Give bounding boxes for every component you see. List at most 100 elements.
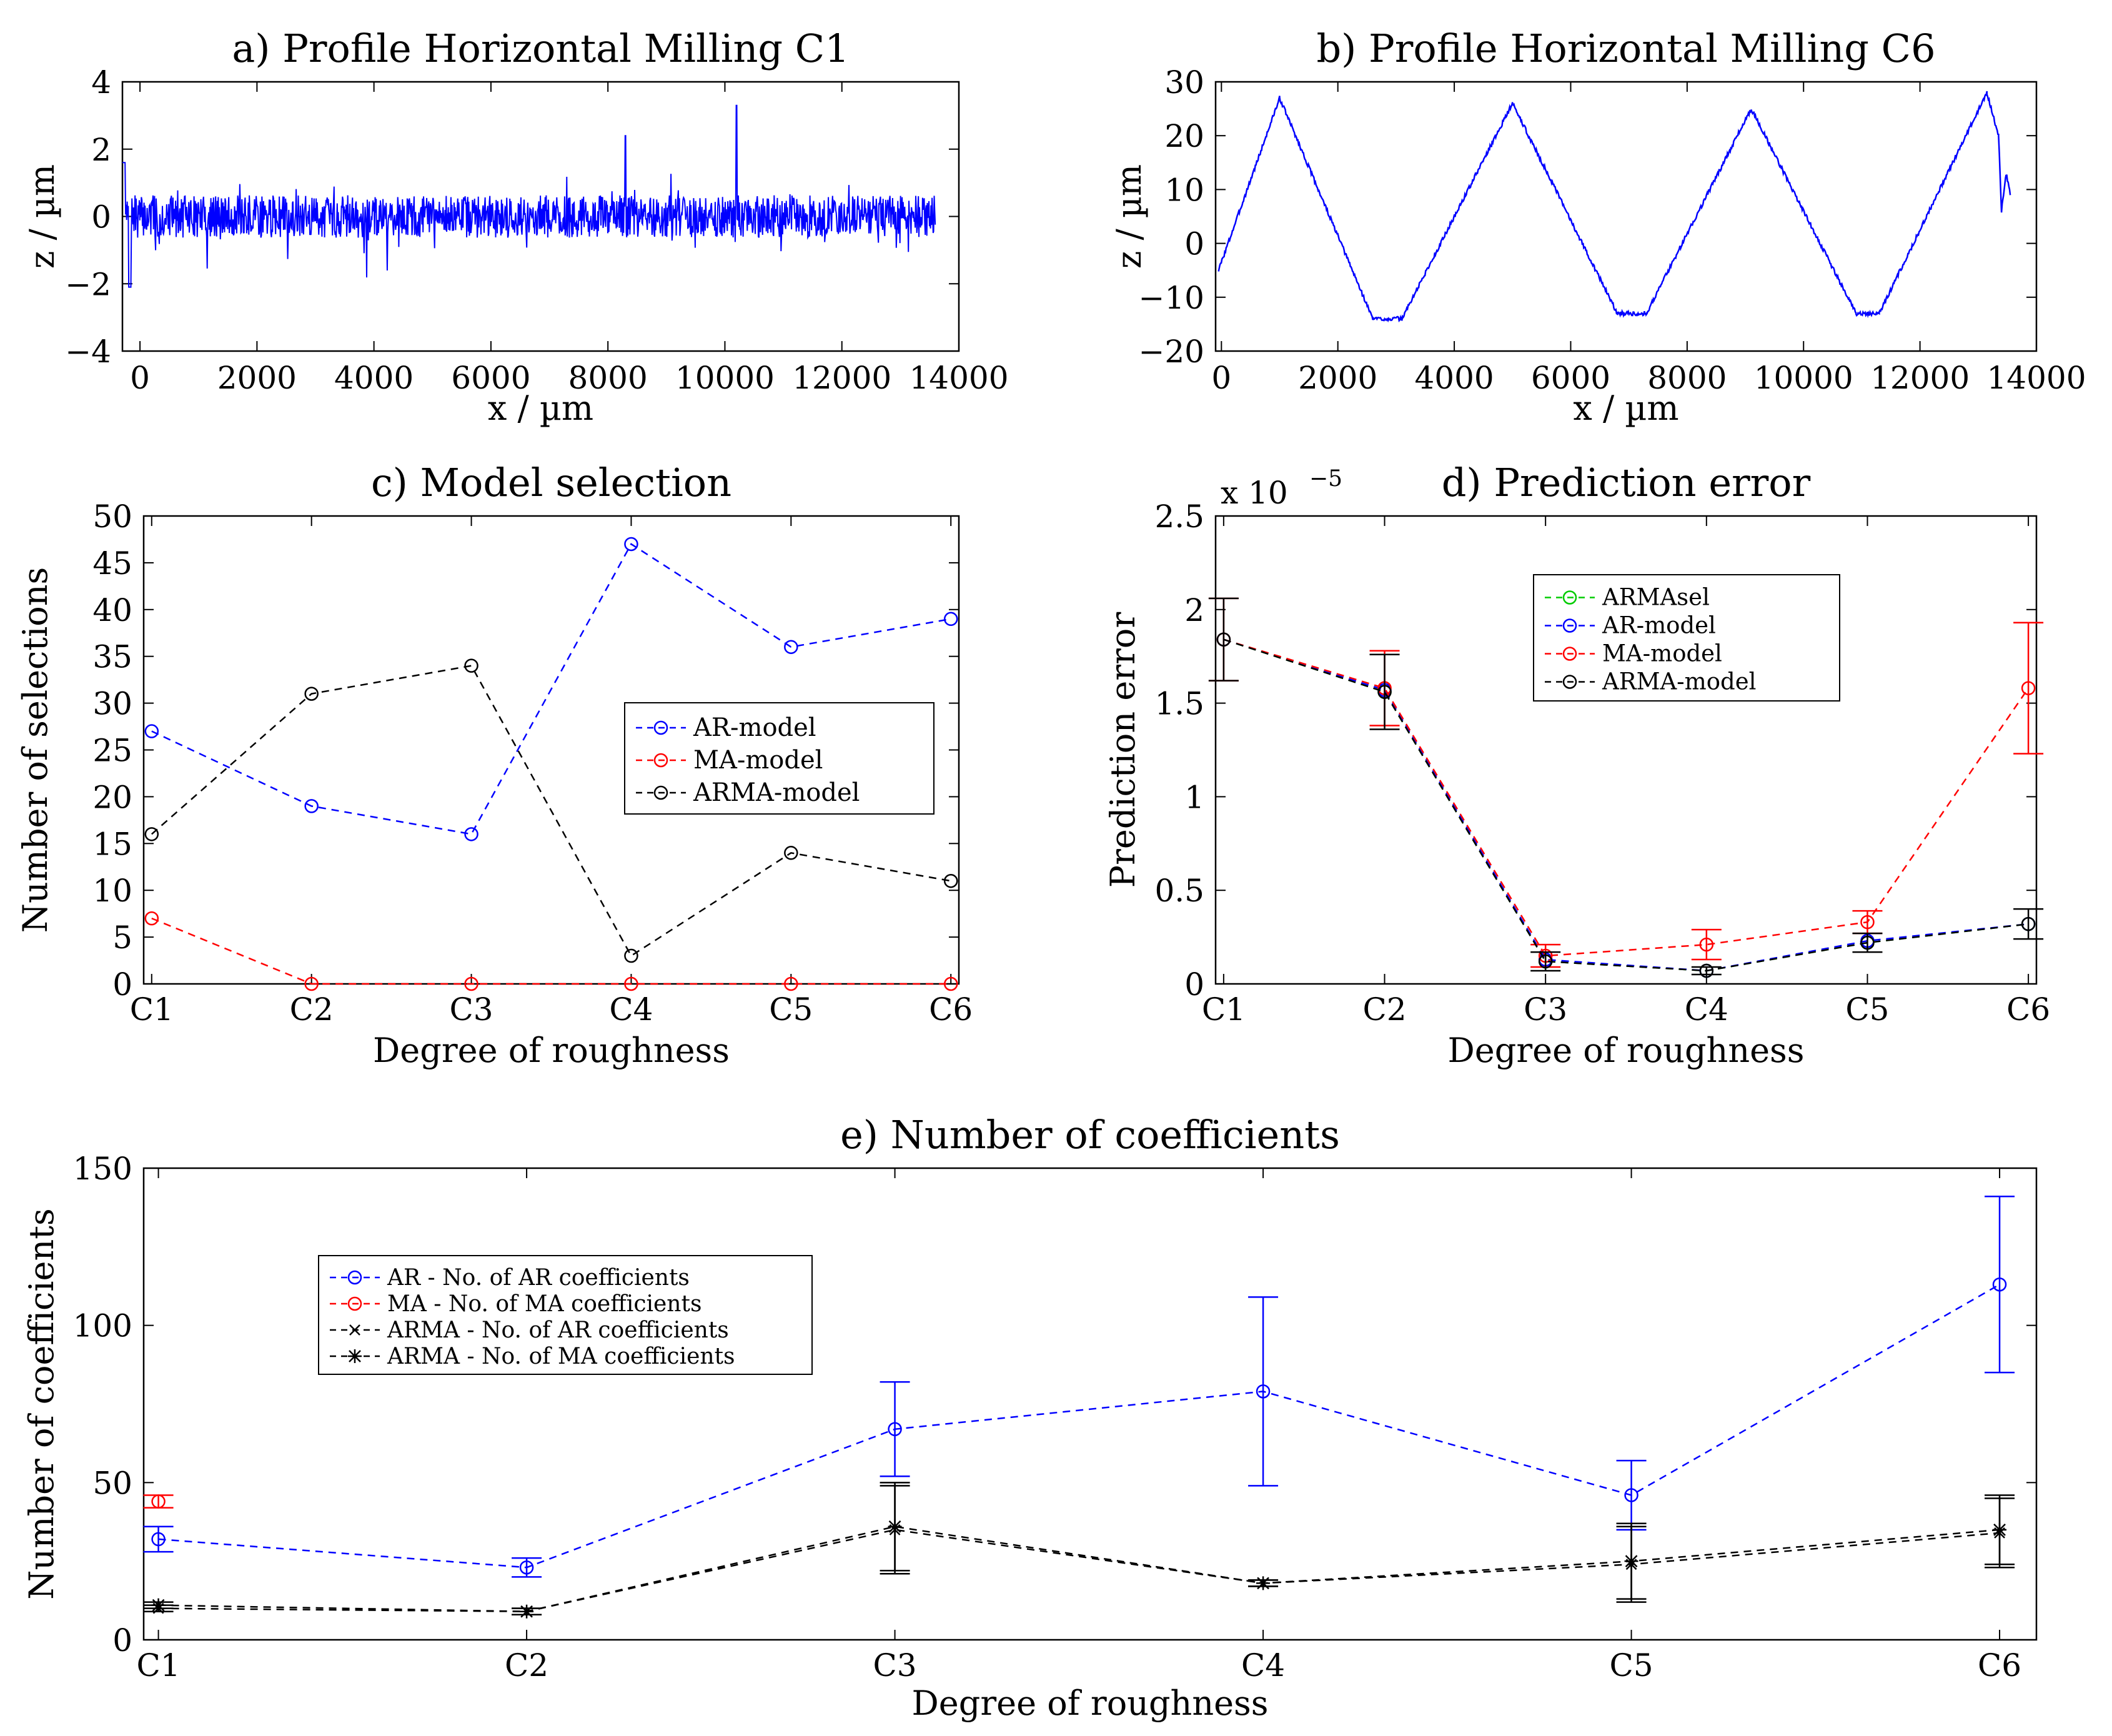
y-tick-label: 100 <box>73 1308 132 1344</box>
data-point-d-2 <box>1860 915 1875 930</box>
data-point-e-0 <box>1256 1384 1271 1399</box>
legend-marker <box>348 1349 362 1363</box>
y-tick-label: 2.5 <box>1154 498 1204 535</box>
x-tick-label: C3 <box>1524 991 1567 1028</box>
panel-a-profile-c1: a) Profile Horizontal Milling C1 x / µm z … <box>22 26 1009 428</box>
x-tick-label: C5 <box>1845 991 1889 1028</box>
legend-label: ARMAsel <box>1602 584 1710 611</box>
y-tick-label: 10 <box>92 873 132 909</box>
y-axis-label: z / µm <box>22 164 62 269</box>
data-point-e-0 <box>888 1422 902 1437</box>
chart-title: b) Profile Horizontal Milling C6 <box>1316 26 1935 71</box>
legend-marker <box>653 785 668 800</box>
data-point-e-3 <box>1256 1576 1271 1590</box>
data-point-e-1 <box>151 1494 166 1509</box>
y-tick-label: 50 <box>92 1465 132 1501</box>
data-point-c-2 <box>144 827 159 841</box>
y-tick-label: 0 <box>112 1622 132 1659</box>
y-tick-label: 0 <box>91 199 111 236</box>
plot-frame <box>1214 81 2038 352</box>
x-tick-label: C1 <box>130 991 174 1028</box>
x-tick-label: C2 <box>290 991 334 1028</box>
x-tick-label: C1 <box>137 1647 181 1684</box>
y-tick-label: 5 <box>112 920 132 956</box>
legend-box <box>624 702 935 815</box>
series-line-c-1 <box>151 917 951 985</box>
legend-label: AR - No. of AR coefficients <box>387 1265 690 1291</box>
data-point-c-0 <box>784 640 798 654</box>
y-tick-label: 0 <box>1184 226 1204 262</box>
x-axis-label: Degree of roughness <box>373 1031 730 1070</box>
data-point-c-2 <box>943 873 958 888</box>
data-point-d-3 <box>1377 685 1392 699</box>
chart-title: c) Model selection <box>371 460 731 505</box>
y-axis-label: Number of coefficients <box>22 1208 61 1599</box>
y-tick-label: 45 <box>92 545 132 582</box>
panel-e-number-of-coefficients: e) Number of coefficients Degree of rough… <box>22 1112 2038 1723</box>
series-line-profile-c1 <box>122 104 936 288</box>
x-tick-label: C4 <box>1685 991 1728 1028</box>
y-tick-label: 2 <box>91 132 111 168</box>
y-tick-label: 20 <box>92 779 132 815</box>
x-tick-label: C5 <box>769 991 813 1028</box>
y-axis-label: Number of selections <box>16 567 55 933</box>
data-point-d-3 <box>1699 963 1714 978</box>
data-point-c-1 <box>464 976 478 991</box>
x-tick-label: C6 <box>929 991 973 1028</box>
y-tick-label: 30 <box>1164 64 1204 101</box>
y-tick-label: 40 <box>92 592 132 628</box>
x-tick-label: C1 <box>1202 991 1246 1028</box>
x-tick-label: 12000 <box>792 360 891 396</box>
data-point-c-1 <box>624 976 638 991</box>
data-point-d-3 <box>1216 632 1231 647</box>
y-tick-label: 10 <box>1164 172 1204 208</box>
plot-frame <box>142 1167 2038 1641</box>
legend-marker <box>653 720 668 735</box>
data-point-c-1 <box>784 976 798 991</box>
x-tick-label: 4000 <box>1414 360 1494 396</box>
data-point-c-0 <box>943 612 958 627</box>
x-tick-label: 6000 <box>451 360 530 396</box>
x-tick-label: 10000 <box>675 360 775 396</box>
x-tick-label: 0 <box>130 360 150 396</box>
series-line-e-0 <box>158 1284 2000 1569</box>
data-point-c-2 <box>784 846 798 860</box>
data-point-e-3 <box>888 1519 902 1534</box>
legend-label: ARMA-model <box>1602 668 1756 695</box>
data-point-c-0 <box>624 537 638 552</box>
x-tick-label: 6000 <box>1531 360 1610 396</box>
data-point-d-2 <box>2021 681 2036 695</box>
y-axis-label: z / µm <box>1109 164 1149 269</box>
x-tick-label: 14000 <box>909 360 1008 396</box>
y-tick-label: −2 <box>65 266 111 302</box>
x-tick-label: C4 <box>609 991 653 1028</box>
x-tick-label: 8000 <box>1647 360 1727 396</box>
x-tick-label: C6 <box>2006 991 2050 1028</box>
legend-marker <box>1562 618 1577 633</box>
data-point-c-2 <box>464 658 478 673</box>
series-line-profile-c6 <box>1217 91 2011 323</box>
y-tick-label: 25 <box>92 733 132 769</box>
y-tick-label: 2 <box>1184 592 1204 628</box>
y-tick-label: 30 <box>92 686 132 722</box>
legend-label: MA - No. of MA coefficients <box>387 1291 702 1317</box>
x-axis-label: x / µm <box>1573 389 1678 428</box>
x-axis-label: Degree of roughness <box>912 1684 1269 1723</box>
data-point-d-3 <box>2021 916 2036 931</box>
y-tick-label: 50 <box>92 498 132 535</box>
legend-label: AR-model <box>1602 612 1716 639</box>
x-tick-label: C2 <box>1362 991 1406 1028</box>
data-point-c-0 <box>144 724 159 738</box>
data-point-d-3 <box>1538 954 1553 969</box>
legend-marker <box>349 1324 360 1336</box>
y-tick-label: −4 <box>65 334 111 370</box>
x-tick-label: C6 <box>1978 1647 2021 1684</box>
y-tick-label: 0 <box>112 966 132 1003</box>
y-tick-label: 4 <box>91 64 111 101</box>
x-tick-label: 2000 <box>217 360 297 396</box>
x-tick-label: 12000 <box>1870 360 1970 396</box>
legend-marker <box>347 1296 362 1311</box>
legend-label: ARMA - No. of MA coefficients <box>387 1344 735 1369</box>
x-tick-label: 4000 <box>334 360 414 396</box>
data-point-c-1 <box>304 976 319 991</box>
